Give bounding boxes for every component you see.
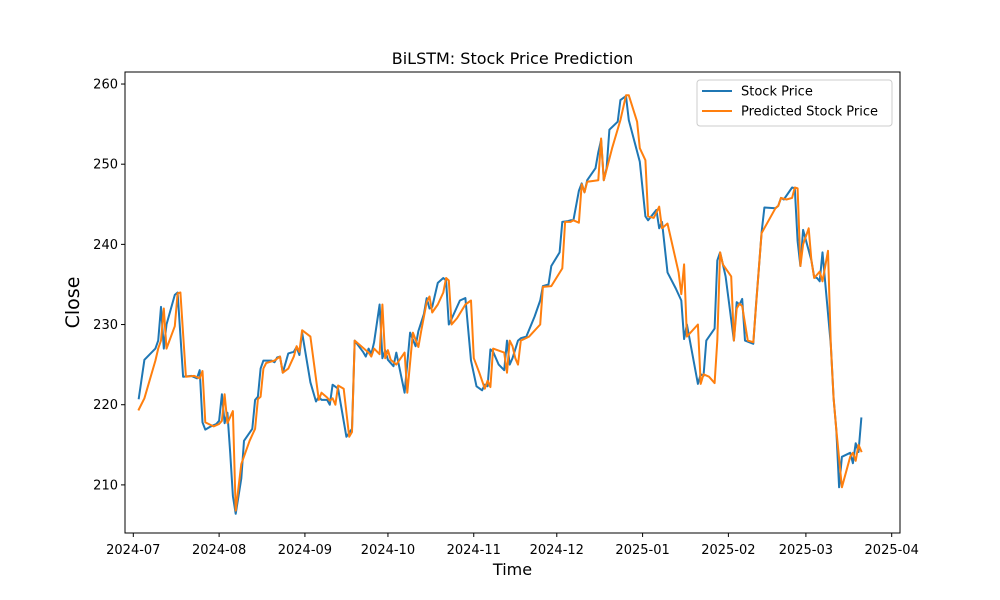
y-axis-label: Close (62, 277, 84, 329)
legend-label-stock-price: Stock Price (741, 85, 813, 100)
x-tick-label: 2024-11 (447, 543, 501, 558)
y-tick-label: 230 (93, 318, 118, 333)
x-tick-label: 2024-12 (530, 543, 584, 558)
x-tick-label: 2025-04 (865, 543, 919, 558)
legend: Stock Price Predicted Stock Price (696, 79, 893, 127)
y-axis: 210 220 230 240 250 260 (93, 78, 125, 493)
series-layer (137, 94, 863, 515)
y-tick-label: 220 (93, 398, 118, 413)
y-tick-label: 260 (93, 78, 118, 93)
y-tick-label: 250 (93, 158, 118, 173)
x-tick-label: 2024-10 (361, 543, 415, 558)
x-tick-label: 2024-09 (278, 543, 332, 558)
series-line-stock-price (137, 95, 863, 515)
series-line-predicted-stock-price (137, 94, 863, 512)
chart-title: BiLSTM: Stock Price Prediction (392, 49, 634, 68)
x-axis: 2024-07 2024-08 2024-09 2024-10 2024-11 2024-… (106, 533, 919, 558)
x-tick-label: 2024-08 (192, 543, 246, 558)
x-tick-label: 2025-01 (615, 543, 669, 558)
x-tick-label: 2024-07 (106, 543, 160, 558)
x-tick-label: 2025-02 (701, 543, 755, 558)
y-tick-label: 210 (93, 478, 118, 493)
x-tick-label: 2025-03 (779, 543, 833, 558)
legend-box (696, 79, 893, 127)
plot-area (124, 71, 901, 534)
axes-frame (124, 71, 901, 534)
x-axis-label: Time (492, 560, 532, 579)
y-tick-label: 240 (93, 238, 118, 253)
legend-label-predicted-stock-price: Predicted Stock Price (741, 105, 878, 120)
